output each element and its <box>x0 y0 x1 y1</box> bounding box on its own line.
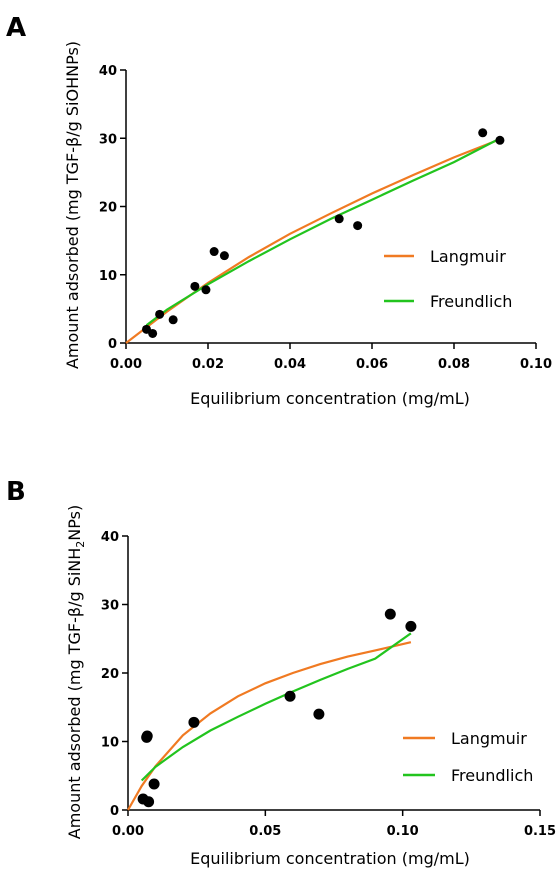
panel-b: B Amount adsorbed (mg TGF-β/g SiNH2NPs) … <box>6 477 556 868</box>
panel-a-y-tick-label: 10 <box>99 269 117 284</box>
panel-b-y-tick-label: 40 <box>101 530 119 545</box>
panel-a-data-point <box>148 328 158 338</box>
panel-b-x-axis-title: Equilibrium concentration (mg/mL) <box>190 849 470 868</box>
panel-b-y-tick-label: 10 <box>101 736 119 751</box>
panel-a-x-tick-label: 0.06 <box>356 357 388 372</box>
panel-a-data-point <box>334 214 344 224</box>
panel-a-x-tick-label: 0.02 <box>192 357 224 372</box>
panel-a-data-point <box>209 247 219 257</box>
panel-a-y-tick-label: 30 <box>99 132 117 147</box>
panel-b-legend-label-freundlich: Freundlich <box>451 766 533 785</box>
panel-b-data-point <box>148 778 160 790</box>
panel-a-y-axis-title: Amount adsorbed (mg TGF-β/g SiOHNPs) <box>63 41 82 369</box>
panel-a: A Amount adsorbed (mg TGF-β/g SiOHNPs) E… <box>6 13 552 408</box>
panel-a-langmuir-curve <box>125 138 500 344</box>
panel-a-letter: A <box>6 13 26 43</box>
panel-b-y-axis-title: Amount adsorbed (mg TGF-β/g SiNH2NPs) <box>65 505 87 839</box>
panel-b-y-tick-label: 30 <box>101 599 119 614</box>
panel-b-langmuir-curve <box>127 641 412 811</box>
panel-b-ylabel-part2: /g SiNH <box>65 548 84 607</box>
panel-b-x-tick-label: 0.00 <box>112 824 144 839</box>
panel-b-ylabel-subscript: 2 <box>74 541 87 548</box>
panel-a-data-point <box>353 221 363 231</box>
panel-b-y-tick-label: 0 <box>110 804 119 819</box>
panel-a-legend-label-langmuir: Langmuir <box>430 247 506 266</box>
panel-a-x-tick-label: 0.10 <box>520 357 552 372</box>
panel-b-freundlich-curve <box>140 632 412 782</box>
panel-b-ylabel-part1: Amount adsorbed (mg TGF- <box>65 617 84 839</box>
panel-b-data-point <box>188 716 200 728</box>
panel-b-ylabel-part3: NPs) <box>65 505 84 541</box>
panel-b-x-tick-label: 0.15 <box>524 824 556 839</box>
panel-a-data-point <box>155 309 165 319</box>
panel-a-data-point <box>478 128 488 138</box>
panel-b-data-point <box>405 620 417 632</box>
panel-b-data-point <box>143 796 155 808</box>
panel-a-x-tick-label: 0.04 <box>274 357 306 372</box>
panel-b-letter: B <box>6 477 26 507</box>
panel-a-ylabel-part2: /g SiOHNPs) <box>63 41 82 137</box>
panel-b-data-point <box>284 690 296 702</box>
panel-b-x-tick-label: 0.05 <box>249 824 281 839</box>
panel-a-x-axis-title: Equilibrium concentration (mg/mL) <box>190 389 470 408</box>
panel-a-data-point <box>190 281 200 291</box>
panel-b-data-point <box>313 708 325 720</box>
panel-b-ylabel-beta: β <box>65 607 84 617</box>
panel-b-legend-label-langmuir: Langmuir <box>451 729 527 748</box>
panel-b-data-point <box>141 731 153 743</box>
panel-a-y-tick-label: 0 <box>108 337 117 352</box>
panel-b-data-point <box>384 608 396 620</box>
panel-a-data-point <box>495 135 505 145</box>
panel-a-x-tick-label: 0.08 <box>438 357 470 372</box>
panel-a-y-tick-label: 20 <box>99 201 117 216</box>
panel-a-freundlich-curve <box>145 137 500 327</box>
panel-a-data-point <box>219 251 229 261</box>
panel-a-ylabel-part1: Amount adsorbed (mg TGF- <box>63 147 82 369</box>
panel-a-ylabel-beta: β <box>63 137 82 147</box>
panel-a-data-point <box>201 285 211 295</box>
panel-a-data-point <box>168 315 178 325</box>
panel-a-y-tick-label: 40 <box>99 64 117 79</box>
panel-b-x-tick-label: 0.10 <box>387 824 419 839</box>
panel-a-legend-label-freundlich: Freundlich <box>430 292 512 311</box>
panel-a-x-tick-label: 0.00 <box>110 357 142 372</box>
panel-b-y-tick-label: 20 <box>101 667 119 682</box>
